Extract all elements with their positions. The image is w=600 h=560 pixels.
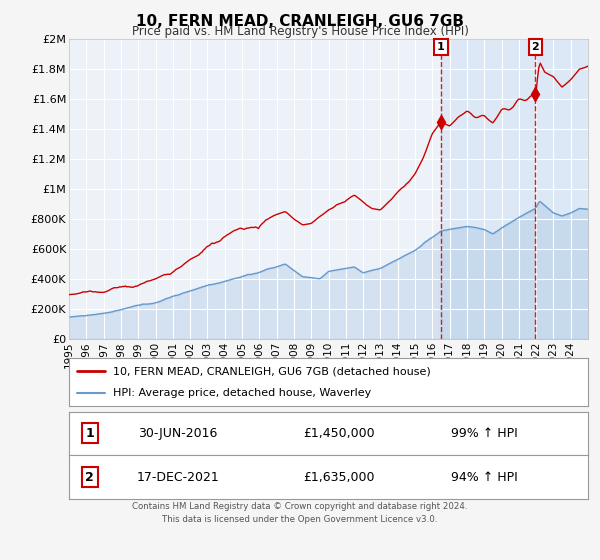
Text: £1,635,000: £1,635,000	[303, 470, 374, 484]
Text: 10, FERN MEAD, CRANLEIGH, GU6 7GB: 10, FERN MEAD, CRANLEIGH, GU6 7GB	[136, 14, 464, 29]
Text: 30-JUN-2016: 30-JUN-2016	[139, 427, 218, 440]
Text: Contains HM Land Registry data © Crown copyright and database right 2024.: Contains HM Land Registry data © Crown c…	[132, 502, 468, 511]
Bar	[441, 39, 588, 339]
Text: 10, FERN MEAD, CRANLEIGH, GU6 7GB (detached house): 10, FERN MEAD, CRANLEIGH, GU6 7GB (detac…	[113, 366, 431, 376]
Text: HPI: Average price, detached house, Waverley: HPI: Average price, detached house, Wave…	[113, 388, 371, 398]
Text: 17-DEC-2021: 17-DEC-2021	[137, 470, 220, 484]
Text: 2: 2	[85, 470, 94, 484]
Text: 2: 2	[532, 42, 539, 52]
Text: 99% ↑ HPI: 99% ↑ HPI	[451, 427, 518, 440]
Text: 94% ↑ HPI: 94% ↑ HPI	[451, 470, 518, 484]
Text: This data is licensed under the Open Government Licence v3.0.: This data is licensed under the Open Gov…	[163, 515, 437, 524]
Text: 1: 1	[85, 427, 94, 440]
Text: 1: 1	[437, 42, 445, 52]
Text: Price paid vs. HM Land Registry's House Price Index (HPI): Price paid vs. HM Land Registry's House …	[131, 25, 469, 38]
Text: £1,450,000: £1,450,000	[303, 427, 374, 440]
